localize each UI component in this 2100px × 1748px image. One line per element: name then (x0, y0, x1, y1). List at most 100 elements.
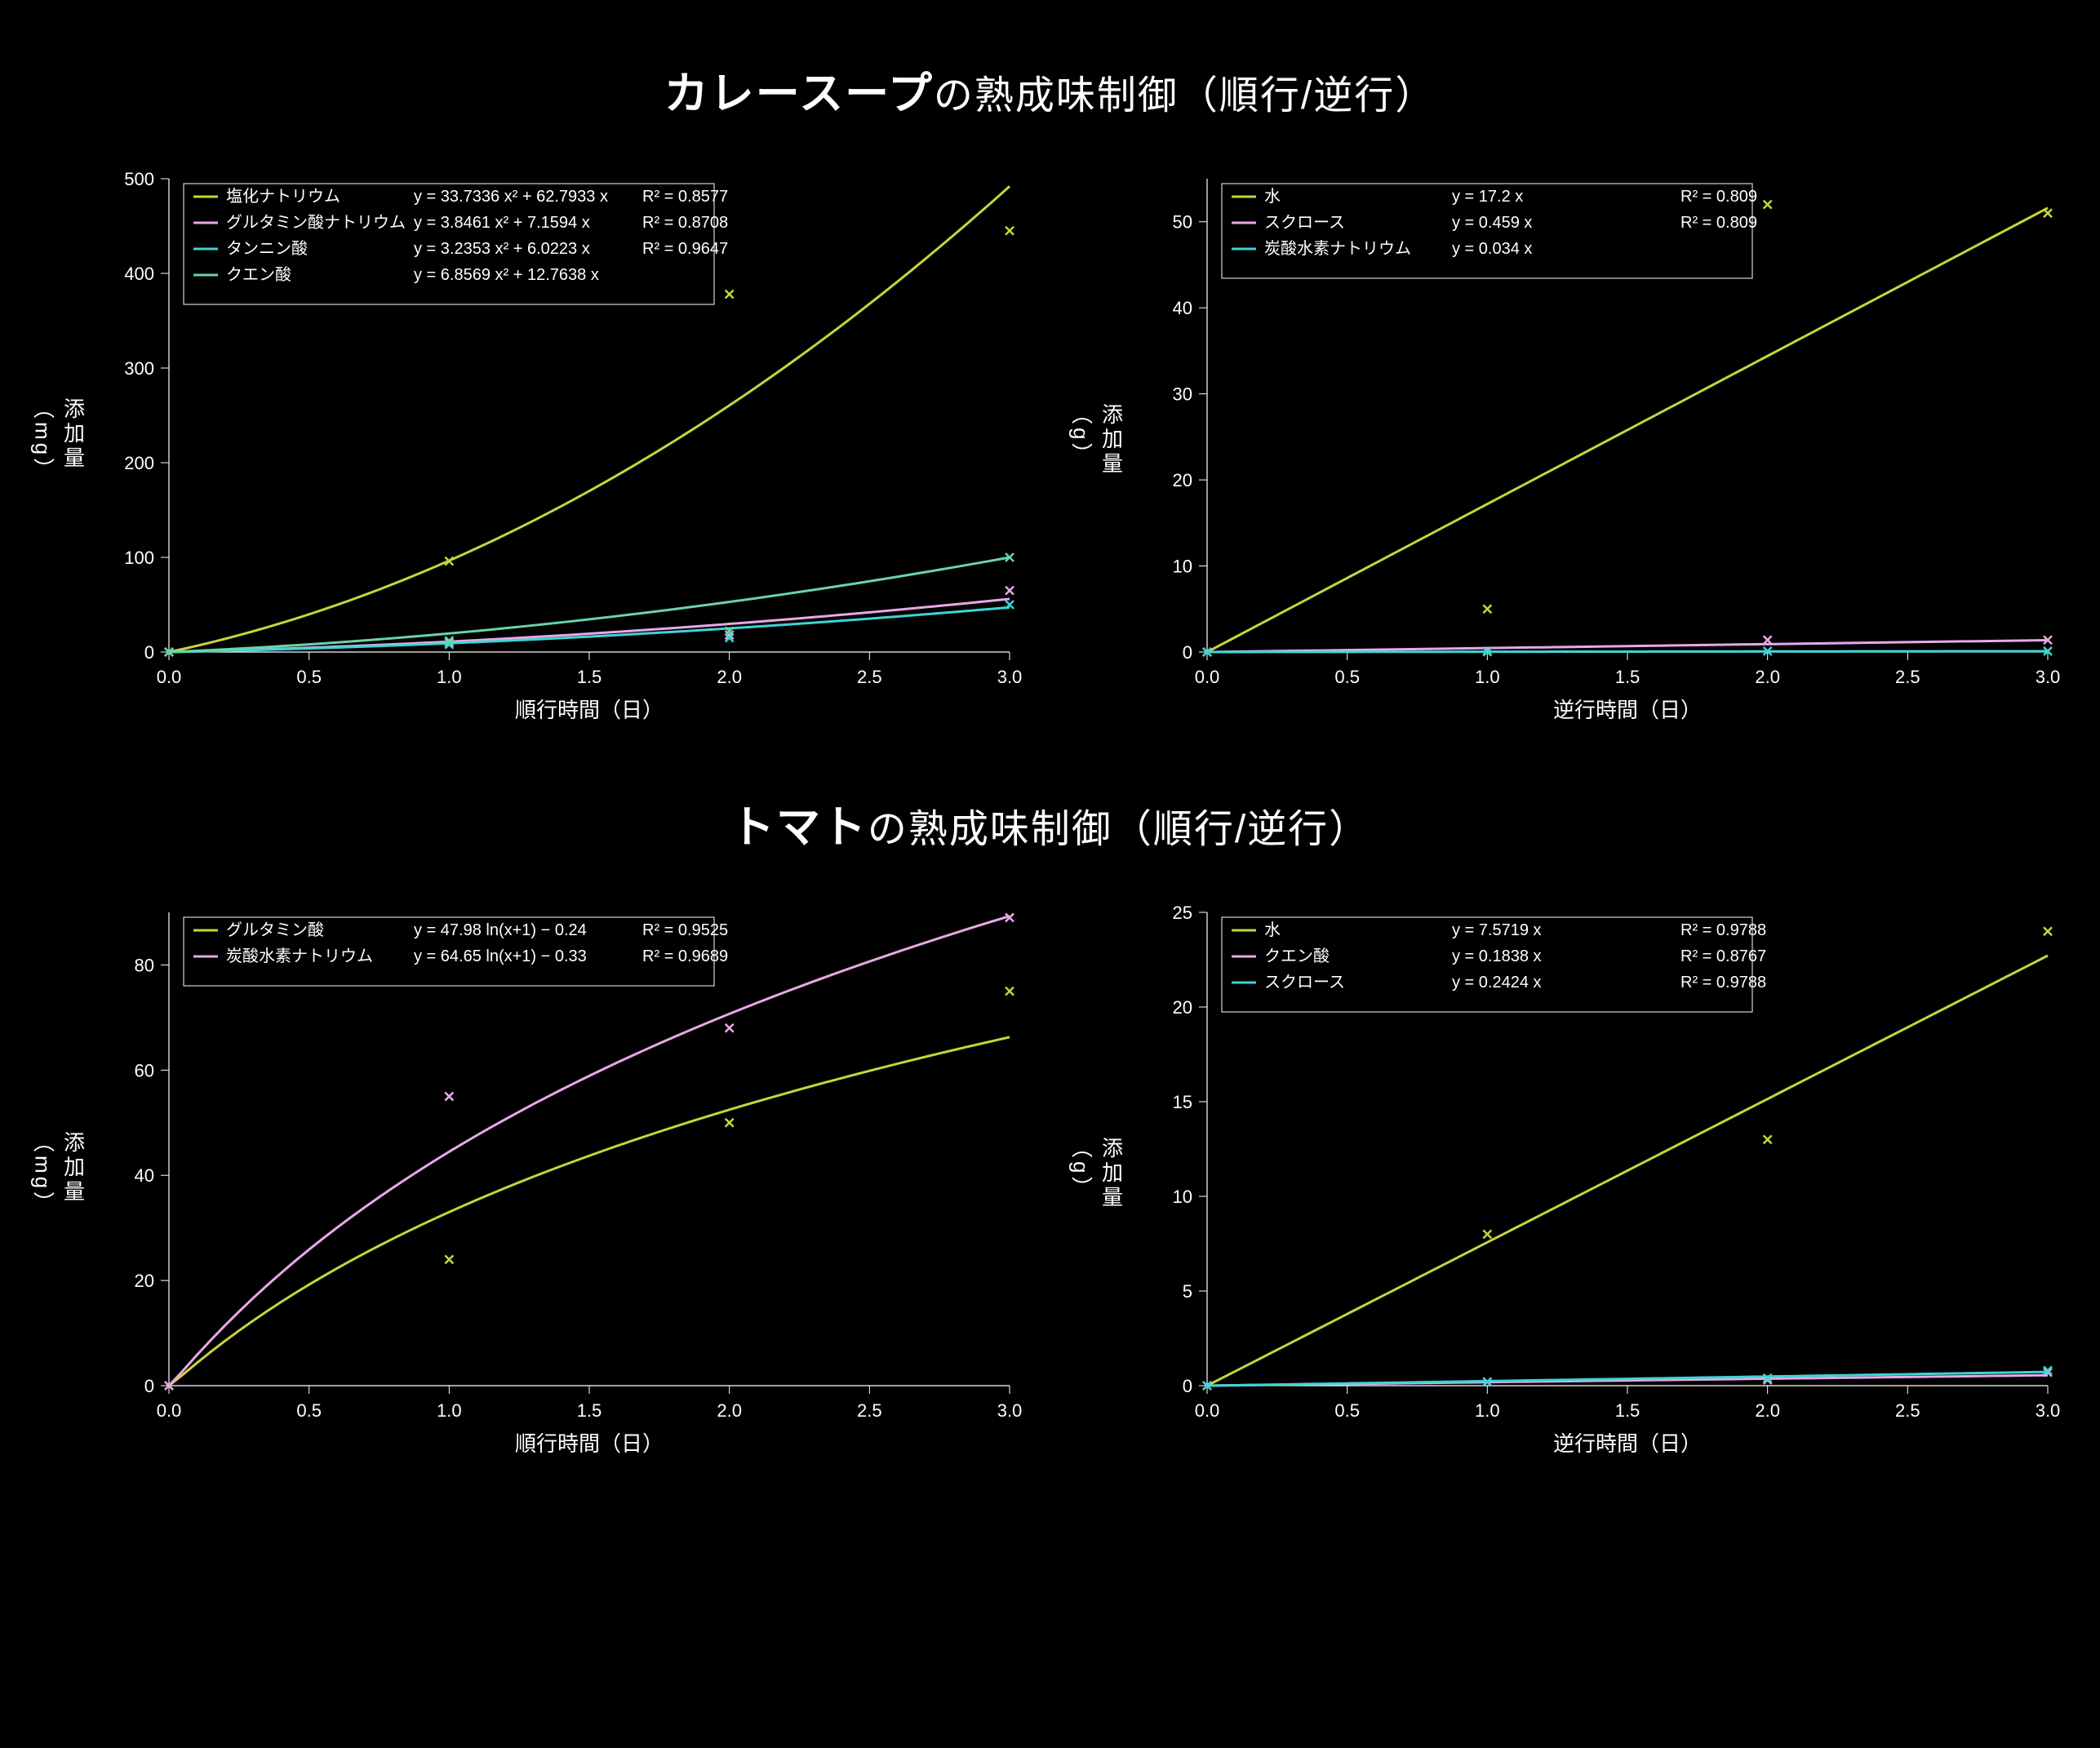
chart-curry-reverse: 0.00.51.01.52.02.53.0逆行時間（日）01020304050水… (1134, 154, 2072, 725)
svg-text:0.5: 0.5 (1334, 667, 1360, 687)
legend-formula: y = 17.2 x (1452, 188, 1523, 206)
svg-text:0: 0 (144, 642, 153, 663)
legend-name: タンニン酸 (226, 239, 308, 258)
chart-row-tomato: 添加量 （mg） 0.00.51.01.52.02.53.0順行時間（日）020… (33, 888, 2067, 1459)
svg-text:1.5: 1.5 (576, 667, 602, 687)
legend-formula: y = 33.7336 x² + 62.7933 x (414, 188, 608, 206)
svg-text:0.5: 0.5 (1334, 1400, 1360, 1421)
svg-text:100: 100 (124, 548, 154, 568)
legend-r2: R² = 0.9689 (642, 947, 728, 965)
section-title-rest: の熟成味制御（順行/逆行） (868, 808, 1370, 851)
svg-text:0: 0 (144, 1376, 153, 1396)
legend-r2: R² = 0.9788 (1680, 974, 1766, 992)
y-axis-unit: （mg） (31, 1131, 55, 1216)
chart-curry-forward: 0.00.51.01.52.02.53.0順行時間（日）010020030040… (95, 154, 1034, 725)
legend-formula: y = 47.98 ln(x+1) − 0.24 (414, 921, 587, 939)
legend-r2: R² = 0.809 (1680, 214, 1757, 232)
svg-text:15: 15 (1172, 1092, 1192, 1112)
svg-text:2.0: 2.0 (1755, 1400, 1780, 1421)
y-axis-label-text: 添加量 (61, 1131, 86, 1205)
chart-tomato-forward: 0.00.51.01.52.02.53.0順行時間（日）020406080グルタ… (95, 888, 1034, 1459)
svg-text:3.0: 3.0 (997, 667, 1022, 687)
series-line (1207, 956, 2048, 1386)
y-axis-label-text: 添加量 (1099, 1137, 1124, 1210)
svg-text:1.5: 1.5 (576, 1400, 602, 1421)
y-axis-unit: （g） (1069, 403, 1094, 467)
section-title-rest: の熟成味制御（順行/逆行） (934, 74, 1436, 118)
svg-text:1.0: 1.0 (437, 667, 462, 687)
legend-r2: R² = 0.8577 (642, 188, 728, 206)
legend-name: 炭酸水素ナトリウム (1264, 239, 1411, 258)
svg-text:1.0: 1.0 (437, 1400, 462, 1421)
svg-text:逆行時間（日）: 逆行時間（日） (1552, 698, 1701, 722)
svg-text:0.0: 0.0 (156, 1400, 181, 1421)
legend-formula: y = 7.5719 x (1452, 921, 1542, 939)
svg-text:3.0: 3.0 (997, 1400, 1022, 1421)
svg-text:200: 200 (124, 453, 154, 473)
y-axis-label: 添加量 （mg） (29, 1131, 89, 1216)
svg-text:500: 500 (124, 169, 154, 189)
series-line (1207, 208, 2048, 652)
svg-text:40: 40 (134, 1165, 153, 1186)
legend-formula: y = 0.1838 x (1452, 947, 1542, 965)
series-line (169, 916, 1010, 1386)
svg-text:40: 40 (1172, 298, 1192, 318)
svg-text:2.0: 2.0 (717, 1400, 742, 1421)
svg-text:30: 30 (1172, 384, 1192, 405)
legend-formula: y = 0.459 x (1452, 214, 1532, 232)
legend-name: 水 (1264, 921, 1281, 939)
legend-name: 塩化ナトリウム (226, 187, 340, 206)
svg-text:2.0: 2.0 (1755, 667, 1780, 687)
series-line (169, 1037, 1010, 1386)
legend-r2: R² = 0.8767 (1680, 947, 1766, 965)
legend-name: クエン酸 (226, 265, 291, 284)
svg-text:2.5: 2.5 (857, 667, 882, 687)
legend-name: 炭酸水素ナトリウム (226, 947, 373, 965)
chart-wrap-curry-forward: 添加量 （mg） 0.00.51.01.52.02.53.0順行時間（日）010… (29, 154, 1034, 725)
chart-row-curry: 添加量 （mg） 0.00.51.01.52.02.53.0順行時間（日）010… (33, 154, 2067, 725)
chart-wrap-tomato-reverse: 添加量 （g） 0.00.51.01.52.02.53.0逆行時間（日）0510… (1067, 888, 2072, 1459)
svg-text:2.5: 2.5 (1895, 1400, 1920, 1421)
legend-r2: R² = 0.9788 (1680, 921, 1766, 939)
svg-text:20: 20 (1172, 470, 1192, 490)
chart-wrap-curry-reverse: 添加量 （g） 0.00.51.01.52.02.53.0逆行時間（日）0102… (1067, 154, 2072, 725)
svg-text:2.5: 2.5 (1895, 667, 1920, 687)
section-title-bold: トマト (730, 803, 868, 852)
svg-text:2.5: 2.5 (857, 1400, 882, 1421)
legend-r2: R² = 0.8708 (642, 214, 728, 232)
svg-text:0.0: 0.0 (1194, 667, 1219, 687)
svg-text:0: 0 (1182, 1376, 1192, 1396)
y-axis-label-text: 添加量 (1099, 403, 1124, 477)
y-axis-label: 添加量 （mg） (29, 397, 89, 482)
svg-text:1.5: 1.5 (1614, 667, 1640, 687)
series-line (1207, 651, 2048, 652)
svg-text:1.0: 1.0 (1475, 1400, 1500, 1421)
legend-formula: y = 0.2424 x (1452, 974, 1542, 992)
svg-text:2.0: 2.0 (717, 667, 742, 687)
svg-text:60: 60 (134, 1060, 153, 1080)
svg-text:5: 5 (1182, 1281, 1192, 1302)
svg-text:順行時間（日）: 順行時間（日） (514, 1431, 663, 1456)
svg-text:0.5: 0.5 (296, 1400, 322, 1421)
series-line (1207, 1372, 2048, 1386)
section-title-bold: カレースープ (664, 69, 934, 118)
legend-r2: R² = 0.809 (1680, 188, 1757, 206)
svg-text:0.0: 0.0 (1194, 1400, 1219, 1421)
svg-text:1.0: 1.0 (1475, 667, 1500, 687)
legend-formula: y = 0.034 x (1452, 240, 1532, 258)
legend-name: スクロース (1264, 213, 1345, 232)
svg-text:80: 80 (134, 955, 153, 975)
legend-name: グルタミン酸ナトリウム (226, 213, 406, 232)
svg-text:逆行時間（日）: 逆行時間（日） (1552, 1431, 1701, 1456)
legend-formula: y = 3.8461 x² + 7.1594 x (414, 214, 590, 232)
svg-text:0.0: 0.0 (156, 667, 181, 687)
y-axis-unit: （g） (1069, 1137, 1094, 1200)
legend-formula: y = 3.2353 x² + 6.0223 x (414, 240, 590, 258)
svg-text:10: 10 (1172, 1187, 1192, 1207)
legend-r2: R² = 0.9525 (642, 921, 728, 939)
legend-name: グルタミン酸 (226, 921, 324, 939)
chart-wrap-tomato-forward: 添加量 （mg） 0.00.51.01.52.02.53.0順行時間（日）020… (29, 888, 1034, 1459)
svg-text:50: 50 (1172, 212, 1192, 233)
svg-text:3.0: 3.0 (2035, 667, 2060, 687)
y-axis-label: 添加量 （g） (1067, 1137, 1127, 1210)
